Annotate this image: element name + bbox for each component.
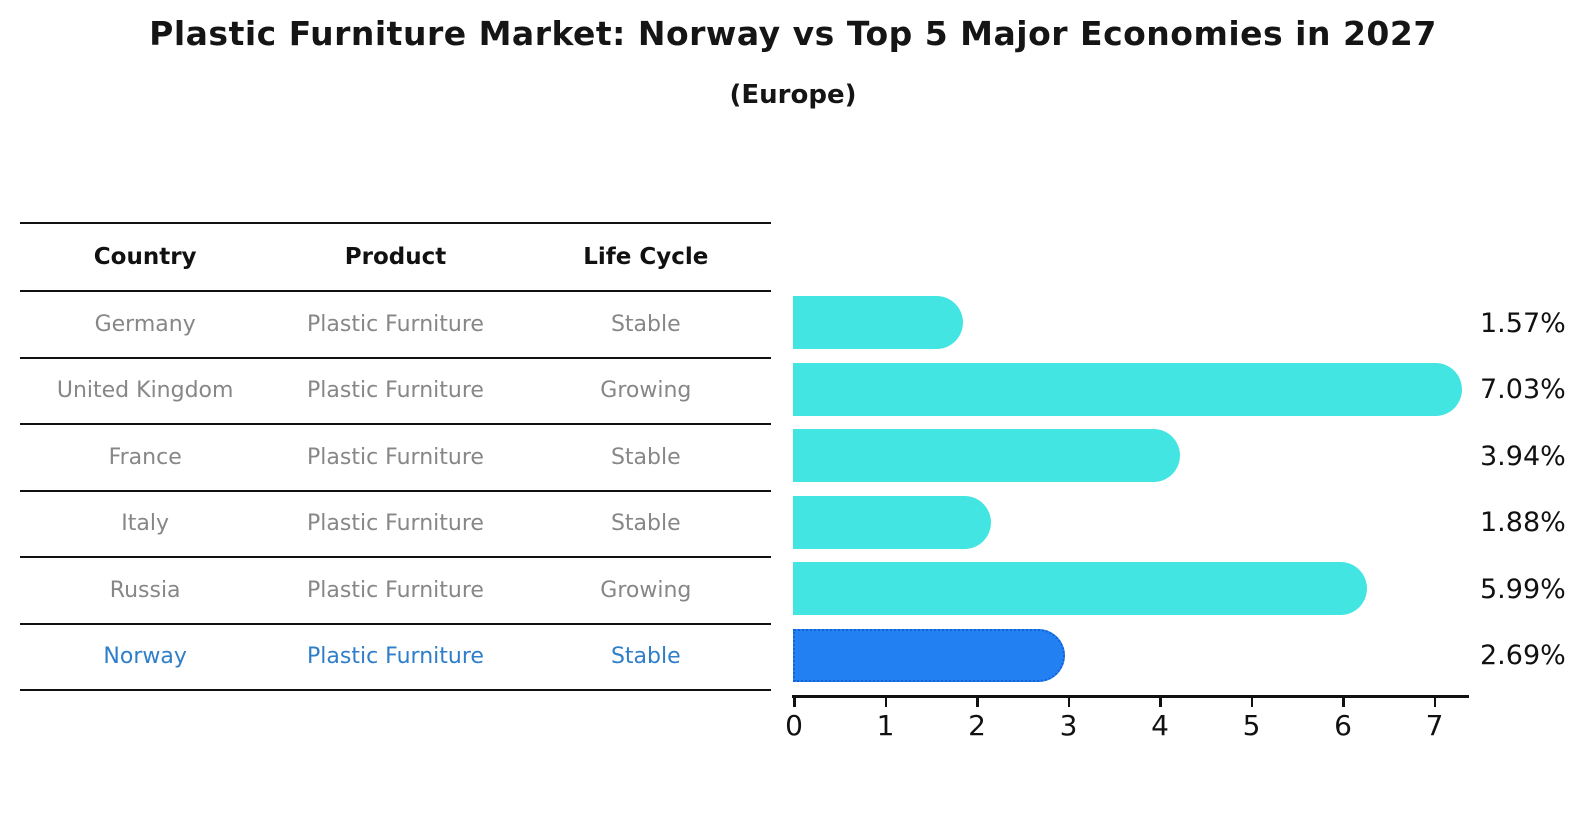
x-tick-label: 6	[1334, 709, 1352, 742]
table-row: Russia Plastic Furniture Growing	[20, 558, 771, 625]
table-body: Germany Plastic Furniture Stable United Kin…	[20, 292, 771, 691]
x-tick-label: 5	[1242, 709, 1261, 742]
cell-country: Italy	[121, 511, 170, 537]
cell-product: Plastic Furniture	[307, 644, 484, 670]
bar	[793, 562, 1368, 615]
bar	[793, 296, 963, 349]
cell-country: Russia	[109, 577, 181, 603]
bar-row: 7.03%	[793, 357, 1586, 424]
x-tick-label: 1	[876, 709, 895, 742]
x-tick	[884, 698, 887, 707]
cell-country: Germany	[94, 311, 196, 337]
bar-row: 5.99%	[793, 556, 1586, 623]
table-row: United Kingdom Plastic Furniture Growing	[20, 359, 771, 425]
cell-country: France	[108, 444, 182, 470]
column-header-life-cycle: Life Cycle	[583, 244, 709, 270]
table-row: Germany Plastic Furniture Stable	[20, 292, 771, 359]
bar-value-label: 1.88%	[1480, 507, 1566, 539]
bar-value-label: 5.99%	[1480, 573, 1566, 605]
x-tick	[1342, 698, 1345, 707]
x-tick	[1250, 698, 1253, 707]
bar-value-label: 1.57%	[1480, 307, 1566, 339]
x-tick	[1159, 698, 1162, 707]
chart-subtitle: (Europe)	[729, 80, 857, 110]
cell-country: Norway	[103, 644, 187, 670]
country-table: Country Product Life Cycle Germany Plasti…	[20, 222, 771, 691]
bar-row: 2.69%	[793, 623, 1586, 690]
cell-life-cycle: Stable	[610, 511, 681, 537]
x-tick-label: 4	[1151, 709, 1169, 742]
bar-row: 1.88%	[793, 490, 1586, 557]
cell-product: Plastic Furniture	[307, 311, 484, 337]
table-row: Italy Plastic Furniture Stable	[20, 492, 771, 558]
cell-life-cycle: Growing	[600, 378, 692, 404]
cell-product: Plastic Furniture	[307, 378, 484, 404]
bar	[793, 495, 992, 549]
table-row: Norway Plastic Furniture Stable	[20, 625, 771, 691]
bar	[793, 429, 1180, 482]
column-header-country: Country	[93, 244, 197, 270]
cell-life-cycle: Growing	[600, 577, 692, 603]
bar	[793, 362, 1463, 416]
x-tick-label: 7	[1425, 709, 1444, 742]
x-axis-line	[792, 695, 1469, 698]
x-tick	[793, 698, 796, 707]
bar-value-label: 7.03%	[1480, 374, 1566, 406]
x-tick	[976, 698, 979, 707]
cell-product: Plastic Furniture	[307, 444, 484, 470]
x-tick-label: 2	[968, 709, 986, 742]
table-row: France Plastic Furniture Stable	[20, 425, 771, 492]
bar-value-label: 2.69%	[1480, 640, 1566, 672]
column-header-product: Product	[344, 244, 447, 270]
bar-highlight	[793, 628, 1066, 682]
table-header-row: Country Product Life Cycle	[20, 222, 771, 292]
cell-life-cycle: Stable	[610, 311, 681, 337]
cell-product: Plastic Furniture	[307, 511, 484, 537]
x-tick-label: 0	[785, 709, 803, 742]
cell-life-cycle: Stable	[610, 644, 681, 670]
x-tick	[1433, 698, 1436, 707]
cell-country: United Kingdom	[56, 378, 234, 404]
x-tick	[1067, 698, 1070, 707]
bar-chart: 1.57% 7.03% 3.94% 1.88% 5.99% 2.69% 0 1 2 3 4 5 6 7	[785, 290, 1586, 823]
bar-row: 3.94%	[793, 423, 1586, 490]
bar-value-label: 3.94%	[1480, 440, 1566, 472]
bar-row: 1.57%	[793, 290, 1586, 357]
x-tick-label: 3	[1059, 709, 1078, 742]
chart-title: Plastic Furniture Market: Norway vs Top …	[149, 14, 1437, 53]
cell-life-cycle: Stable	[610, 444, 681, 470]
cell-product: Plastic Furniture	[307, 577, 484, 603]
